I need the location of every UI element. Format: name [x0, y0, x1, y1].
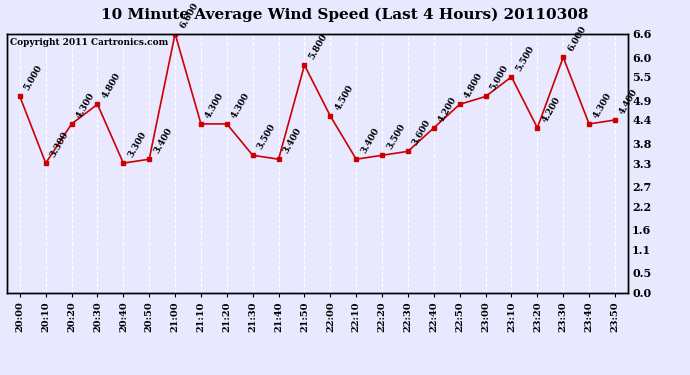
Text: 4.300: 4.300 [75, 91, 96, 120]
Text: 3.400: 3.400 [359, 126, 381, 155]
Text: 3.300: 3.300 [126, 130, 148, 159]
Text: 6.600: 6.600 [178, 1, 200, 30]
Text: 4.800: 4.800 [462, 71, 484, 100]
Text: 3.600: 3.600 [411, 118, 433, 147]
Text: 3.300: 3.300 [48, 130, 70, 159]
Text: 4.200: 4.200 [437, 95, 458, 124]
Text: 4.200: 4.200 [540, 95, 562, 124]
Text: 5.000: 5.000 [23, 64, 44, 92]
Text: 10 Minute Average Wind Speed (Last 4 Hours) 20110308: 10 Minute Average Wind Speed (Last 4 Hou… [101, 8, 589, 22]
Text: 3.400: 3.400 [152, 126, 174, 155]
Text: 4.500: 4.500 [333, 83, 355, 112]
Text: 5.000: 5.000 [489, 64, 510, 92]
Text: 3.500: 3.500 [385, 122, 406, 151]
Text: 3.500: 3.500 [255, 122, 277, 151]
Text: 5.500: 5.500 [514, 44, 536, 73]
Text: 3.400: 3.400 [282, 126, 303, 155]
Text: 4.400: 4.400 [618, 87, 640, 116]
Text: 4.300: 4.300 [230, 91, 251, 120]
Text: 6.000: 6.000 [566, 24, 588, 53]
Text: 4.300: 4.300 [204, 91, 226, 120]
Text: Copyright 2011 Cartronics.com: Copyright 2011 Cartronics.com [10, 38, 168, 46]
Text: 4.800: 4.800 [100, 71, 122, 100]
Text: 4.300: 4.300 [592, 91, 613, 120]
Text: 5.800: 5.800 [307, 32, 329, 61]
